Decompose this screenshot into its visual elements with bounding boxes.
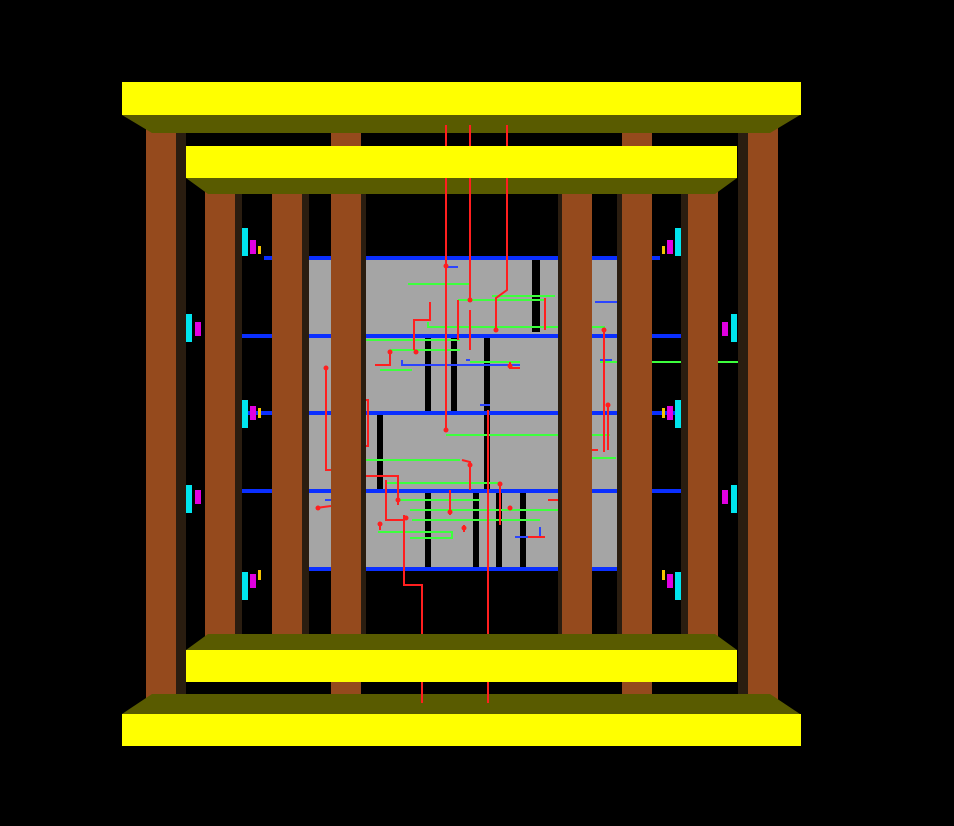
strap-inner-left[interactable] [205, 186, 235, 642]
strap-inner-left2[interactable] [272, 186, 302, 642]
pin-magenta[interactable] [667, 240, 673, 254]
strap-outer-left[interactable] [146, 125, 176, 703]
strap-inner-left2-shadow [302, 186, 309, 642]
strap-mid-left-shadow [361, 149, 366, 642]
pin-cyan[interactable] [675, 572, 681, 600]
strap-mid-left[interactable] [331, 149, 361, 642]
routes-blue [325, 266, 617, 538]
via [497, 481, 503, 487]
power-rings [122, 82, 801, 746]
via [395, 497, 401, 503]
pin-magenta[interactable] [250, 406, 256, 420]
route-red [461, 459, 471, 490]
pin-magenta[interactable] [250, 574, 256, 588]
pin-cyan[interactable] [675, 228, 681, 256]
pin-yellow [662, 246, 665, 254]
via [377, 521, 383, 527]
outer-ring-bottom[interactable] [122, 714, 801, 746]
pin-magenta[interactable] [195, 322, 201, 336]
via [605, 402, 611, 408]
route-red [375, 350, 391, 366]
io-pins-left [186, 228, 261, 600]
strap-inner-right[interactable] [688, 186, 718, 642]
cell-column [484, 337, 490, 412]
inner-ring-top[interactable] [186, 146, 737, 178]
cell-column [425, 337, 431, 412]
pin-cyan[interactable] [186, 314, 192, 342]
via [447, 509, 453, 515]
pin-yellow [662, 408, 665, 418]
pin-yellow [662, 570, 665, 580]
pin-cyan[interactable] [242, 572, 248, 600]
strap-center-right[interactable] [562, 186, 592, 642]
pin-yellow [258, 570, 261, 580]
cell-column [425, 493, 431, 568]
via [443, 263, 449, 269]
pin-cyan[interactable] [731, 314, 737, 342]
strap-center-right-shadow [558, 186, 563, 642]
outer-ring-bottom-bevel [122, 694, 800, 714]
route-vias [315, 263, 611, 531]
inner-vertical-straps [205, 149, 718, 642]
pin-magenta[interactable] [722, 490, 728, 504]
pin-cyan[interactable] [675, 400, 681, 428]
cell-column [496, 493, 502, 568]
route-green [378, 531, 453, 539]
route-red [413, 302, 431, 350]
strap-inner-right-shadow [681, 186, 688, 642]
via [467, 462, 473, 468]
pin-cyan[interactable] [242, 400, 248, 428]
outer-vertical-straps [146, 125, 778, 704]
via [493, 327, 499, 333]
pin-magenta[interactable] [195, 490, 201, 504]
route-blue [401, 360, 520, 366]
inner-ring-bottom-bevel [186, 634, 737, 650]
cell-column [377, 415, 383, 490]
via [323, 365, 329, 371]
via [443, 427, 449, 433]
via [387, 349, 393, 355]
io-pins-right [662, 228, 737, 600]
routes-green [364, 283, 738, 539]
pin-yellow [258, 408, 261, 418]
inner-ring-bottom[interactable] [186, 650, 737, 682]
strap-outer-right[interactable] [748, 125, 778, 703]
strap-outer-right-shadow [738, 125, 748, 703]
pin-magenta[interactable] [667, 406, 673, 420]
via [403, 515, 409, 521]
via [507, 363, 513, 369]
core-left-blank [305, 490, 331, 570]
via [461, 525, 467, 531]
strap-mid-right[interactable] [622, 149, 652, 642]
pin-magenta[interactable] [722, 322, 728, 336]
pin-cyan[interactable] [186, 485, 192, 513]
route-red [385, 480, 404, 521]
pin-magenta[interactable] [250, 240, 256, 254]
route-red [364, 475, 399, 505]
strap-inner-left-shadow [235, 186, 242, 642]
via [413, 349, 419, 355]
via [507, 505, 513, 511]
via [601, 327, 607, 333]
outer-ring-top-bevel [122, 115, 800, 133]
outer-ring-top[interactable] [122, 82, 801, 115]
routes-red-top [421, 125, 508, 703]
pin-yellow [258, 246, 261, 254]
pin-cyan[interactable] [242, 228, 248, 256]
inner-ring-top-bevel [186, 178, 737, 194]
pin-magenta[interactable] [667, 574, 673, 588]
cell-column [473, 493, 479, 568]
via [467, 297, 473, 303]
via [315, 505, 321, 511]
strap-outer-left-shadow [176, 125, 186, 703]
strap-mid-right-shadow [617, 149, 622, 642]
pin-cyan[interactable] [731, 485, 737, 513]
cell-column [451, 337, 457, 412]
cell-column [520, 493, 526, 568]
